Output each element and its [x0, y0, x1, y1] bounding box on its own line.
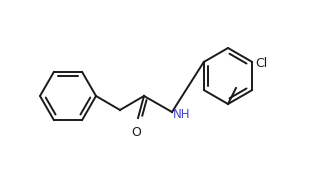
Text: Cl: Cl	[255, 58, 268, 70]
Text: O: O	[131, 126, 141, 139]
Text: NH: NH	[173, 107, 191, 120]
